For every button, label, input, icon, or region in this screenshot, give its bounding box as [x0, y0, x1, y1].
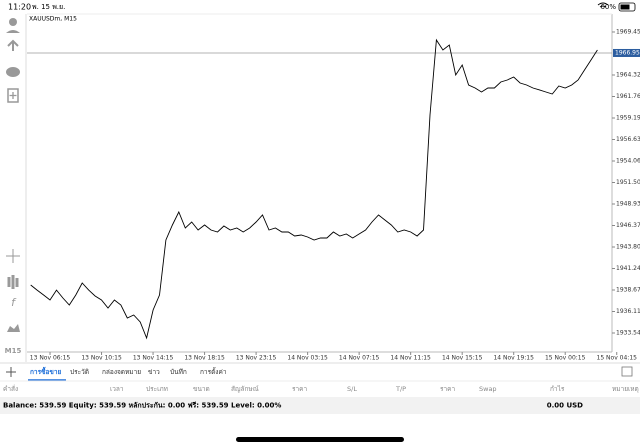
y-tick-label: 1959.195	[616, 114, 640, 121]
tab[interactable]: ประวัติ	[70, 368, 89, 376]
y-tick-label: 1951.500	[616, 179, 640, 186]
x-tick-label: 13 Nov 06:15	[30, 355, 71, 362]
x-tick-label: 13 Nov 10:15	[81, 355, 122, 362]
y-tick-label: 1964.325	[616, 71, 640, 78]
column-headers: คำสั่ง เวลา ประเภท ขนาด สัญลักษณ์ ราคา S/L T/P ร…	[3, 384, 639, 393]
x-tick-label: 15 Nov 00:15	[545, 355, 586, 362]
y-tick-label: 1954.065	[616, 157, 640, 164]
x-tick-label: 14 Nov 15:15	[442, 355, 483, 362]
account-icon-body	[6, 30, 20, 33]
x-tick-label: 13 Nov 23:15	[236, 355, 277, 362]
new-order-icon[interactable]	[7, 88, 19, 103]
status-date: พ. 15 พ.ย.	[32, 3, 65, 11]
battery-icon	[618, 2, 636, 12]
tab[interactable]: ข่าว	[148, 368, 160, 376]
y-tick-label: 1941.240	[616, 265, 640, 272]
price-line	[30, 38, 598, 340]
chart-title: XAUUSDm, M15	[29, 16, 77, 23]
new-order-plus	[9, 92, 17, 99]
y-tick-label: 1956.630	[616, 136, 640, 143]
balance-total: 0.00 USD	[547, 402, 583, 410]
objects-icon[interactable]	[7, 324, 20, 332]
chat-icon[interactable]	[6, 67, 20, 77]
column-header: กำไร	[550, 385, 565, 393]
account-icon[interactable]	[9, 18, 17, 26]
column-header: Swap	[479, 385, 497, 393]
column-header: เวลา	[110, 385, 124, 393]
column-header: สัญลักษณ์	[231, 385, 259, 393]
trade-icon[interactable]	[7, 39, 19, 51]
balance-summary: Balance: 539.59 Equity: 539.59 หลักประกั…	[3, 402, 281, 410]
y-tick-label: 1969.455	[616, 28, 640, 35]
column-header: T/P	[395, 385, 406, 393]
y-tick-label: 1936.110	[616, 308, 640, 315]
y-tick-label: 1933.545	[616, 330, 640, 337]
tab[interactable]: บันทึก	[170, 368, 187, 376]
column-header: S/L	[347, 385, 357, 393]
chart-type-icon[interactable]	[7, 275, 19, 289]
indicators-icon[interactable]: f	[11, 296, 17, 309]
column-header: ราคา	[292, 385, 307, 393]
y-tick-label: 1948.935	[616, 200, 640, 207]
column-header: ประเภท	[146, 385, 168, 393]
wifi-icon	[597, 2, 609, 8]
crosshair-icon[interactable]	[6, 249, 20, 263]
column-header: คำสั่ง	[3, 384, 18, 393]
column-header: ราคา	[440, 385, 455, 393]
current-price-label: 1966.950	[615, 49, 640, 56]
column-header: ขนาด	[193, 385, 210, 393]
tabs: การซื้อขาย ประวัติ กล่องจดหมาย ข่าว บันทึก กา…	[28, 366, 227, 381]
add-button[interactable]	[6, 367, 16, 377]
y-tick-label: 1943.805	[616, 244, 640, 251]
timeframe-button[interactable]: M15	[5, 347, 22, 355]
tab[interactable]: การตั้งค่า	[200, 367, 227, 376]
y-tick-label: 1938.675	[616, 287, 640, 294]
x-tick-label: 14 Nov 03:15	[287, 355, 328, 362]
balance-bar	[0, 397, 640, 414]
status-battery: 60%	[600, 3, 616, 11]
x-tick-label: 13 Nov 18:15	[184, 355, 225, 362]
y-tick-label: 1961.760	[616, 93, 640, 100]
battery-level	[620, 4, 630, 10]
y-tick-label: 1946.370	[616, 222, 640, 229]
home-indicator	[236, 437, 404, 442]
x-tick-label: 14 Nov 07:15	[339, 355, 380, 362]
status-time: 11:20	[8, 3, 31, 12]
x-tick-label: 15 Nov 04:15	[597, 355, 638, 362]
x-tick-label: 14 Nov 11:15	[390, 355, 431, 362]
column-header: หมายเหตุ	[612, 385, 639, 393]
current-price-box	[613, 48, 640, 57]
chart: XAUUSDm, M15 1969.455 1964.325 1961.760 1959…	[27, 13, 640, 362]
layout-icon[interactable]	[621, 366, 633, 377]
x-tick-label: 14 Nov 19:15	[493, 355, 534, 362]
tab[interactable]: การซื้อขาย	[30, 366, 61, 376]
x-tick-label: 13 Nov 14:15	[133, 355, 174, 362]
tab[interactable]: กล่องจดหมาย	[102, 368, 141, 376]
